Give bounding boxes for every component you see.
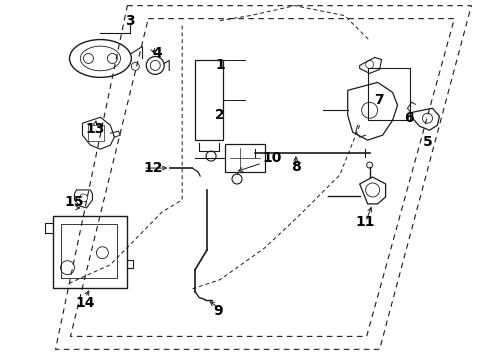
Text: 6: 6 bbox=[405, 111, 414, 125]
Text: 10: 10 bbox=[262, 151, 281, 165]
Text: 13: 13 bbox=[86, 122, 105, 136]
Bar bbox=[225, 144, 265, 172]
Text: 12: 12 bbox=[143, 161, 163, 175]
Text: 5: 5 bbox=[422, 135, 432, 149]
Text: 7: 7 bbox=[374, 93, 383, 107]
Bar bbox=[89, 125, 104, 141]
Bar bbox=[195, 60, 223, 140]
Text: 2: 2 bbox=[215, 108, 225, 122]
Text: 11: 11 bbox=[356, 215, 375, 229]
Text: 4: 4 bbox=[152, 46, 162, 60]
Text: 14: 14 bbox=[75, 296, 95, 310]
Text: 3: 3 bbox=[125, 14, 135, 28]
Text: 1: 1 bbox=[215, 58, 225, 72]
Bar bbox=[61, 224, 118, 278]
Text: 15: 15 bbox=[65, 195, 84, 209]
Bar bbox=[368, 68, 410, 120]
Bar bbox=[52, 216, 127, 288]
Text: 8: 8 bbox=[291, 160, 301, 174]
Text: 9: 9 bbox=[213, 305, 223, 319]
